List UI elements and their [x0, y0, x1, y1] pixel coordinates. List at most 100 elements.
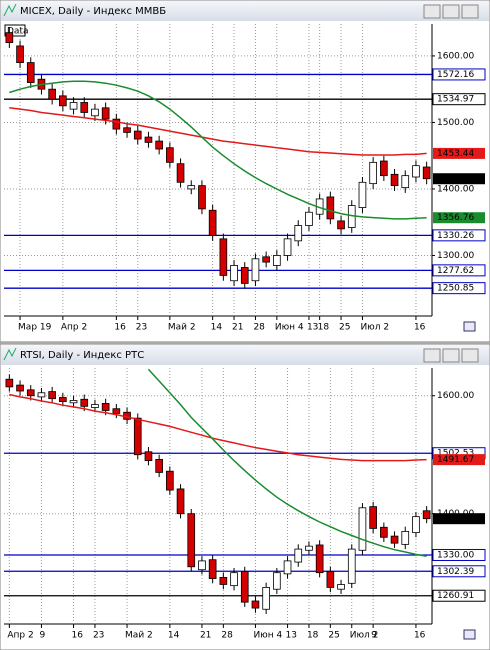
level-label: 1534.97: [437, 95, 474, 105]
candle-body: [294, 548, 303, 563]
candle-body: [326, 196, 335, 220]
level-label-box: [432, 229, 486, 242]
candle-body: [176, 163, 185, 183]
x-tick-label: 14: [211, 323, 223, 333]
candle-body: [176, 488, 185, 515]
level-label-box: [432, 548, 486, 561]
x-tick-label: 9: [39, 631, 45, 641]
x-tick-label: Май 2: [125, 631, 153, 641]
candle-body: [198, 185, 206, 210]
x-tick-label: 21: [232, 323, 243, 333]
x-tick-label: Июл 2: [350, 631, 379, 641]
close-button[interactable]: [461, 348, 479, 363]
candle-body: [251, 600, 260, 609]
y-tick-label: 1300.00: [437, 251, 474, 261]
x-tick-label: 13: [307, 323, 318, 333]
candle-body: [347, 548, 356, 584]
candle-body: [412, 516, 420, 533]
maximize-button[interactable]: [442, 348, 460, 363]
candle-body: [262, 256, 270, 263]
candle-body: [80, 398, 89, 407]
level-label: 1302.39: [437, 567, 474, 577]
candle-body: [251, 258, 260, 282]
close-button[interactable]: [461, 4, 479, 19]
level-label: 1277.62: [437, 266, 474, 276]
level-label: 1330.26: [437, 231, 474, 241]
candle-body: [390, 173, 399, 187]
price-label-box: [433, 173, 485, 185]
level-label: 1330.00: [437, 550, 474, 560]
moving-average: [9, 80, 427, 220]
candle-body: [219, 577, 228, 585]
x-tick-label: 9: [371, 631, 377, 641]
candle-body: [37, 392, 46, 398]
candle-body: [401, 530, 410, 545]
x-tick-label: 16: [114, 323, 126, 333]
level-label: 1572.16: [437, 70, 474, 80]
x-tick-label: 25: [328, 631, 339, 641]
ma-label-box: [433, 147, 485, 159]
candle-body: [166, 147, 174, 163]
candle-body: [48, 391, 56, 400]
candle-body: [305, 211, 313, 226]
x-tick-label: 13: [286, 631, 297, 641]
price-label: 1391.55: [439, 514, 476, 524]
x-tick-label: 28: [253, 323, 265, 333]
level-label-box: [432, 282, 486, 295]
level-label-box: [432, 565, 486, 578]
ma-label: 1453.44: [437, 149, 474, 159]
candle-body: [112, 408, 121, 414]
level-label-box: [432, 93, 486, 106]
candle-body: [187, 185, 196, 190]
window-icon: [3, 3, 17, 17]
candle-body: [380, 160, 388, 177]
x-tick-label: 16: [414, 323, 426, 333]
level-label: 1260.91: [437, 591, 474, 601]
candle-body: [358, 507, 367, 551]
candle-body: [294, 225, 303, 242]
candle-body: [412, 165, 420, 178]
window-title: MICEX, Daily - Индекс ММВБ: [20, 6, 166, 17]
candle-body: [59, 397, 67, 403]
candle-body: [369, 506, 377, 529]
minimize-button[interactable]: [423, 348, 441, 363]
x-tick-label: 16: [72, 631, 84, 641]
candle-body: [230, 265, 238, 282]
candle-body: [273, 255, 281, 266]
level-label-box: [432, 589, 486, 602]
candle-body: [69, 102, 78, 110]
candle-body: [59, 95, 67, 107]
candle-body: [380, 526, 388, 538]
candle-body: [133, 417, 142, 456]
x-tick-label: 18: [318, 323, 330, 333]
window-icon: [3, 347, 17, 361]
minimize-button[interactable]: [423, 4, 441, 19]
x-tick-label: Апр 2: [61, 323, 87, 333]
candle-body: [101, 107, 110, 120]
window-buttons[interactable]: [423, 4, 479, 363]
y-tick-label: 1400.00: [437, 184, 474, 194]
candle-body: [112, 118, 121, 130]
candle-body: [123, 127, 131, 133]
candle-body: [230, 572, 238, 587]
candle-body: [369, 161, 377, 185]
x-tick-label: 23: [93, 631, 104, 641]
scroll-icon: [463, 321, 476, 332]
candle-body: [198, 560, 206, 571]
price-label: 1415.38: [439, 174, 476, 184]
candle-body: [422, 510, 431, 520]
y-tick-label: 1600.00: [437, 51, 474, 61]
candle-body: [16, 45, 24, 63]
ma-label-box: [433, 212, 485, 224]
data-box: [4, 24, 26, 37]
x-tick-label: Июн 4: [275, 323, 304, 333]
candle-body: [273, 572, 281, 590]
x-tick-label: 14: [168, 631, 180, 641]
x-tick-label: 28: [221, 631, 233, 641]
candle-body: [5, 378, 14, 388]
plot-area: [4, 368, 432, 614]
maximize-button[interactable]: [442, 4, 460, 19]
x-tick-label: 21: [200, 631, 211, 641]
